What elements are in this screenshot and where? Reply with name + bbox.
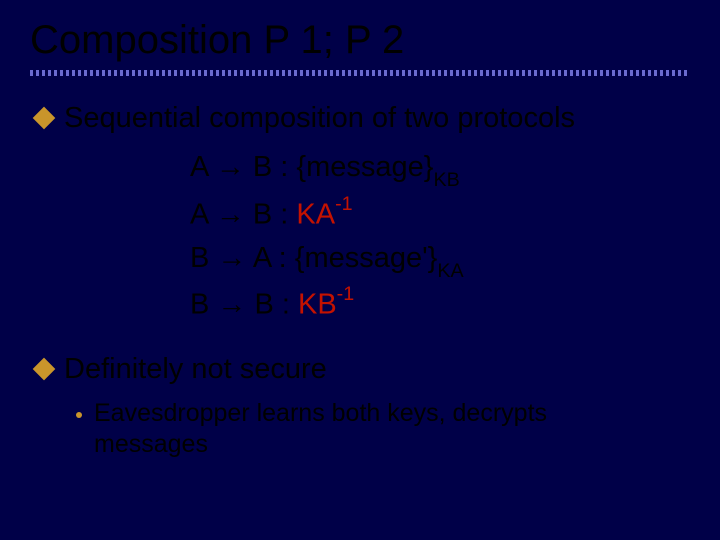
proto-lhs: A bbox=[190, 198, 216, 230]
dot-icon bbox=[76, 412, 82, 418]
proto-rhs: B : bbox=[245, 198, 297, 230]
protocol-line-4: B → B : KB-1 bbox=[190, 283, 690, 327]
bullet-sequential: Sequential composition of two protocols bbox=[30, 100, 690, 136]
slide-title: Composition P 1; P 2 bbox=[30, 18, 690, 62]
proto-lhs: A bbox=[190, 151, 216, 183]
proto-lhs: B bbox=[190, 289, 217, 321]
proto-sup: -1 bbox=[335, 193, 353, 215]
title-underline bbox=[30, 70, 690, 76]
slide: Composition P 1; P 2 Sequential composit… bbox=[0, 0, 720, 540]
proto-rhs: A : {message'} bbox=[246, 242, 437, 274]
protocol-line-2: A → B : KA-1 bbox=[190, 193, 690, 237]
proto-key: KB bbox=[298, 289, 337, 321]
arrow-icon: → bbox=[217, 289, 246, 321]
bullet-text: Sequential composition of two protocols bbox=[64, 100, 575, 136]
proto-lhs: B bbox=[190, 242, 217, 274]
spacer bbox=[30, 333, 690, 351]
proto-key: KA bbox=[296, 198, 335, 230]
proto-sub: KA bbox=[437, 260, 463, 282]
proto-sub: KB bbox=[433, 169, 459, 191]
diamond-icon bbox=[33, 107, 56, 130]
protocol-line-1: A → B : {message}KB bbox=[190, 146, 690, 192]
diamond-icon bbox=[33, 358, 56, 381]
bullet-not-secure: Definitely not secure bbox=[30, 351, 690, 387]
arrow-icon: → bbox=[216, 198, 245, 230]
proto-rhs: B : {message} bbox=[245, 151, 434, 183]
proto-rhs: B : bbox=[246, 289, 298, 321]
protocol-block: A → B : {message}KB A → B : KA-1 B → A :… bbox=[190, 146, 690, 327]
proto-sup: -1 bbox=[337, 283, 355, 305]
arrow-icon: → bbox=[216, 151, 245, 183]
protocol-line-3: B → A : {message'}KA bbox=[190, 237, 690, 283]
sub-bullet-eavesdropper: Eavesdropper learns both keys, decrypts … bbox=[76, 398, 690, 461]
arrow-icon: → bbox=[217, 242, 246, 274]
bullet-text: Definitely not secure bbox=[64, 351, 327, 387]
sub-bullet-text: Eavesdropper learns both keys, decrypts … bbox=[94, 398, 654, 461]
